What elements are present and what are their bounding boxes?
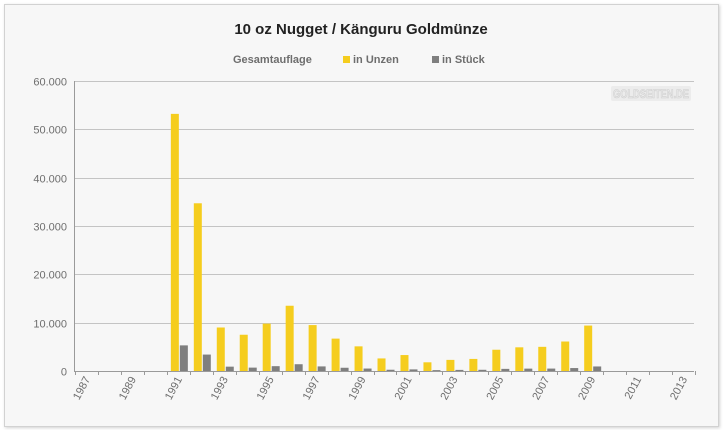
x-tick-label: 2009 bbox=[576, 375, 598, 402]
bar-unzen-2003 bbox=[446, 360, 454, 371]
x-tick-label: 2003 bbox=[438, 375, 460, 402]
bar-stueck-2002 bbox=[432, 370, 440, 371]
bar-unzen-2005 bbox=[492, 350, 500, 371]
bar-stueck-1993 bbox=[226, 367, 234, 371]
axes: 60.000 50.000 40.000 30.000 20.000 10.000 0 198… bbox=[33, 77, 695, 403]
bar-stueck-1996 bbox=[295, 364, 303, 371]
x-tick-label: 1999 bbox=[347, 375, 369, 402]
x-tick-label: 1995 bbox=[255, 375, 277, 402]
bar-unzen-1996 bbox=[286, 306, 294, 371]
bar-stueck-2008 bbox=[570, 368, 578, 371]
y-tick-label: 30.000 bbox=[33, 222, 67, 234]
y-tick-label: 40.000 bbox=[33, 174, 67, 186]
bars bbox=[171, 114, 601, 371]
bar-stueck-2000 bbox=[387, 370, 395, 371]
x-tick-label: 1993 bbox=[209, 375, 231, 402]
bar-unzen-2004 bbox=[469, 359, 477, 371]
bar-stueck-2003 bbox=[455, 370, 463, 371]
x-tick-label: 1991 bbox=[163, 375, 185, 402]
grid bbox=[74, 82, 694, 372]
bar-stueck-1992 bbox=[203, 355, 211, 371]
y-tick-label: 20.000 bbox=[33, 270, 67, 282]
bar-stueck-1997 bbox=[318, 366, 326, 371]
bar-stueck-2004 bbox=[478, 370, 486, 371]
bar-stueck-2001 bbox=[409, 369, 417, 371]
watermark-text: GOLDSEITEN.DE bbox=[613, 87, 689, 101]
y-tick-label: 60.000 bbox=[33, 77, 67, 89]
legend-swatch-unzen bbox=[343, 56, 350, 63]
x-tick-label: 1989 bbox=[117, 375, 139, 402]
bar-unzen-1997 bbox=[309, 325, 317, 371]
legend-swatch-stueck bbox=[432, 56, 439, 63]
y-tick-label: 0 bbox=[61, 367, 67, 379]
bar-stueck-2007 bbox=[547, 369, 555, 371]
bar-unzen-2002 bbox=[423, 362, 431, 371]
bar-stueck-1999 bbox=[364, 369, 372, 371]
x-tick-label: 2011 bbox=[623, 375, 645, 402]
bar-unzen-1995 bbox=[263, 324, 271, 371]
bar-unzen-2000 bbox=[378, 358, 386, 371]
bar-unzen-2008 bbox=[561, 342, 569, 371]
x-tick-label: 2007 bbox=[530, 375, 552, 402]
legend: Gesamtauflage in Unzen in Stück bbox=[233, 54, 486, 66]
bar-stueck-1991 bbox=[180, 345, 188, 371]
bar-stueck-1998 bbox=[341, 368, 349, 371]
bar-stueck-1995 bbox=[272, 366, 280, 371]
bar-stueck-2005 bbox=[501, 369, 509, 371]
bar-unzen-1994 bbox=[240, 335, 248, 371]
x-tick-label: 2001 bbox=[393, 375, 415, 402]
bar-unzen-1993 bbox=[217, 328, 225, 372]
bar-unzen-2007 bbox=[538, 347, 546, 371]
bar-unzen-1998 bbox=[332, 339, 340, 371]
legend-label-stueck: in Stück bbox=[442, 54, 486, 66]
bar-stueck-2006 bbox=[524, 369, 532, 371]
x-tick-label: 2005 bbox=[484, 375, 506, 402]
bar-stueck-1994 bbox=[249, 368, 257, 371]
x-tick-label: 2013 bbox=[668, 375, 690, 402]
legend-title: Gesamtauflage bbox=[233, 54, 312, 66]
legend-label-unzen: in Unzen bbox=[353, 54, 399, 66]
bar-unzen-1999 bbox=[355, 346, 363, 371]
bar-unzen-2001 bbox=[400, 355, 408, 371]
bar-unzen-1992 bbox=[194, 203, 202, 371]
bar-unzen-2009 bbox=[584, 326, 592, 371]
bar-unzen-2006 bbox=[515, 347, 523, 371]
bar-unzen-1991 bbox=[171, 114, 179, 371]
y-tick-label: 50.000 bbox=[33, 125, 67, 137]
watermark: GOLDSEITEN.DE bbox=[611, 86, 691, 101]
y-tick-label: 10.000 bbox=[33, 319, 67, 331]
bar-stueck-2009 bbox=[593, 366, 601, 371]
x-tick-label: 1987 bbox=[71, 375, 93, 402]
x-tick-label: 1997 bbox=[301, 375, 323, 402]
chart-title: 10 oz Nugget / Känguru Goldmünze bbox=[234, 21, 487, 38]
